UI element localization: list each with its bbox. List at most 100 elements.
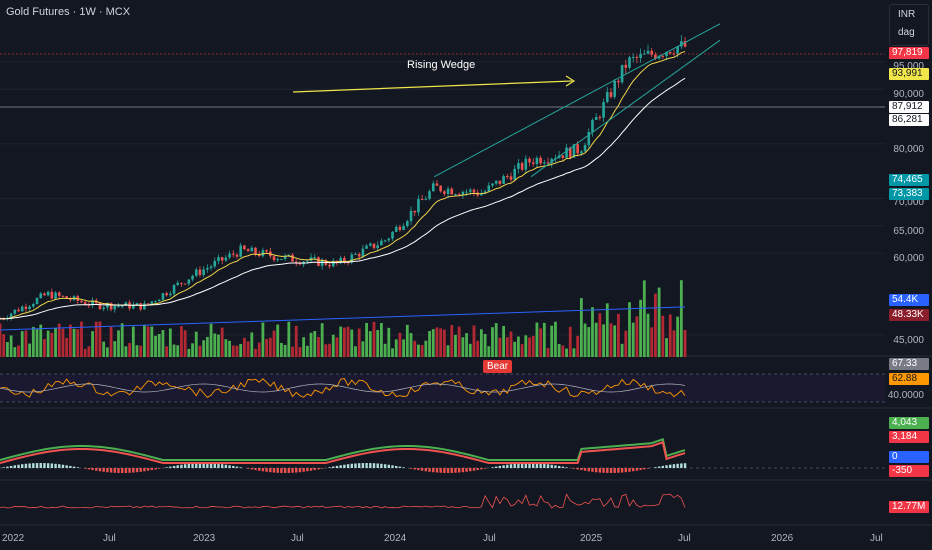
macd-histogram-bar bbox=[217, 463, 220, 468]
volume-bar bbox=[24, 330, 28, 357]
price-tick-70000: 70,000 bbox=[893, 197, 924, 208]
volume-last-badge: 48.33K bbox=[889, 309, 929, 321]
macd-histogram-bar bbox=[432, 468, 435, 473]
wedge-label: Rising Wedge bbox=[407, 59, 476, 71]
scale-settings-box[interactable]: INR dag bbox=[889, 4, 929, 46]
candle-body bbox=[135, 303, 139, 305]
candle-body bbox=[157, 299, 161, 302]
volume-bar bbox=[6, 342, 9, 357]
macd-histogram-bar bbox=[376, 463, 379, 468]
macd-histogram-bar bbox=[21, 464, 24, 468]
volume-bar bbox=[98, 321, 102, 357]
period-label[interactable]: dag bbox=[898, 27, 915, 38]
candle-body bbox=[220, 257, 224, 261]
volume-bar bbox=[43, 339, 46, 357]
volume-bar bbox=[513, 341, 517, 357]
macd-histogram-bar bbox=[209, 463, 213, 468]
volume-bar bbox=[143, 325, 146, 357]
candle-body bbox=[331, 260, 335, 267]
volume-bar bbox=[380, 322, 383, 357]
volume-bar bbox=[546, 348, 550, 357]
macd-histogram-bar bbox=[2, 467, 5, 468]
candle-body bbox=[350, 254, 354, 263]
volume-bar bbox=[213, 333, 217, 357]
bottom-indicator-line bbox=[0, 493, 686, 509]
candle-body bbox=[654, 54, 657, 59]
volume-bar bbox=[146, 326, 150, 357]
volume-bar bbox=[420, 345, 424, 357]
candle-body bbox=[665, 52, 668, 56]
macd-histogram-bar bbox=[328, 467, 331, 468]
rsi-badge: 67.33 bbox=[889, 358, 929, 370]
candle-body bbox=[298, 262, 302, 265]
macd-histogram-bar bbox=[232, 465, 235, 468]
macd-histogram-bar bbox=[576, 468, 579, 470]
volume-bar bbox=[479, 329, 483, 357]
ema-slow-line bbox=[0, 77, 686, 320]
macd-histogram-bar bbox=[317, 468, 320, 470]
volume-bar bbox=[365, 322, 368, 357]
candle-body bbox=[443, 191, 446, 194]
candle-body bbox=[620, 64, 624, 83]
macd-histogram-bar bbox=[635, 468, 639, 471]
volume-bar bbox=[354, 346, 357, 357]
macd-histogram-bar bbox=[87, 468, 91, 470]
macd-histogram-bar bbox=[265, 468, 268, 472]
volume-bar bbox=[72, 328, 76, 357]
x-label-2026: 2026 bbox=[771, 533, 794, 544]
candlesticks bbox=[0, 34, 687, 321]
candle-body bbox=[391, 231, 394, 239]
macd-histogram-bar bbox=[235, 466, 239, 468]
candle-body bbox=[69, 298, 72, 300]
macd-histogram-bar bbox=[628, 468, 631, 472]
candle-body bbox=[365, 245, 368, 249]
volume-bar bbox=[435, 327, 439, 357]
volume-bar bbox=[120, 323, 124, 357]
volume-bar bbox=[454, 334, 457, 357]
volume-bar bbox=[550, 325, 554, 357]
macd-histogram-bar bbox=[150, 468, 154, 471]
volume-bar bbox=[257, 342, 261, 357]
volume-bar bbox=[413, 340, 417, 357]
volume-bar bbox=[591, 307, 594, 357]
candle-body bbox=[176, 282, 180, 286]
volume-bar bbox=[183, 330, 187, 357]
macd-histogram-bar bbox=[195, 463, 198, 468]
macd-histogram-bar bbox=[417, 468, 420, 471]
macd-histogram-bar bbox=[213, 463, 216, 468]
candle-body bbox=[461, 191, 465, 195]
volume-bars bbox=[0, 280, 687, 357]
candle-body bbox=[213, 261, 217, 267]
volume-ma-line bbox=[0, 306, 686, 331]
macd-histogram-bar bbox=[506, 464, 509, 468]
macd-histogram-bar bbox=[309, 468, 313, 471]
volume-bar bbox=[287, 321, 291, 357]
candle-body bbox=[150, 301, 154, 304]
candle-body bbox=[91, 300, 94, 306]
candle-body bbox=[198, 269, 202, 275]
volume-bar bbox=[198, 345, 202, 357]
bottom-indicator-badge: 12.77M bbox=[889, 501, 929, 513]
macd-histogram-bar bbox=[683, 463, 687, 468]
macd-histogram-bar bbox=[339, 465, 342, 468]
volume-bar bbox=[283, 344, 287, 357]
candle-body bbox=[368, 243, 372, 246]
macd-histogram-bar bbox=[246, 468, 250, 469]
candle-body bbox=[439, 185, 442, 192]
candle-body bbox=[124, 302, 128, 306]
volume-bar bbox=[509, 331, 513, 357]
moving-averages bbox=[0, 23, 721, 331]
macd-histogram-bar bbox=[202, 463, 205, 468]
candle-body bbox=[383, 240, 387, 242]
macd-histogram-bar bbox=[491, 467, 494, 468]
macd-histogram-bar bbox=[435, 468, 439, 473]
macd-histogram-bar bbox=[276, 468, 279, 473]
macd-histogram-bar bbox=[295, 468, 298, 473]
volume-bar bbox=[372, 321, 376, 357]
candle-body bbox=[35, 298, 39, 305]
currency-label[interactable]: INR bbox=[898, 9, 916, 20]
volume-bar bbox=[220, 327, 224, 357]
volume-bar bbox=[339, 326, 343, 357]
candle-body bbox=[194, 269, 198, 276]
